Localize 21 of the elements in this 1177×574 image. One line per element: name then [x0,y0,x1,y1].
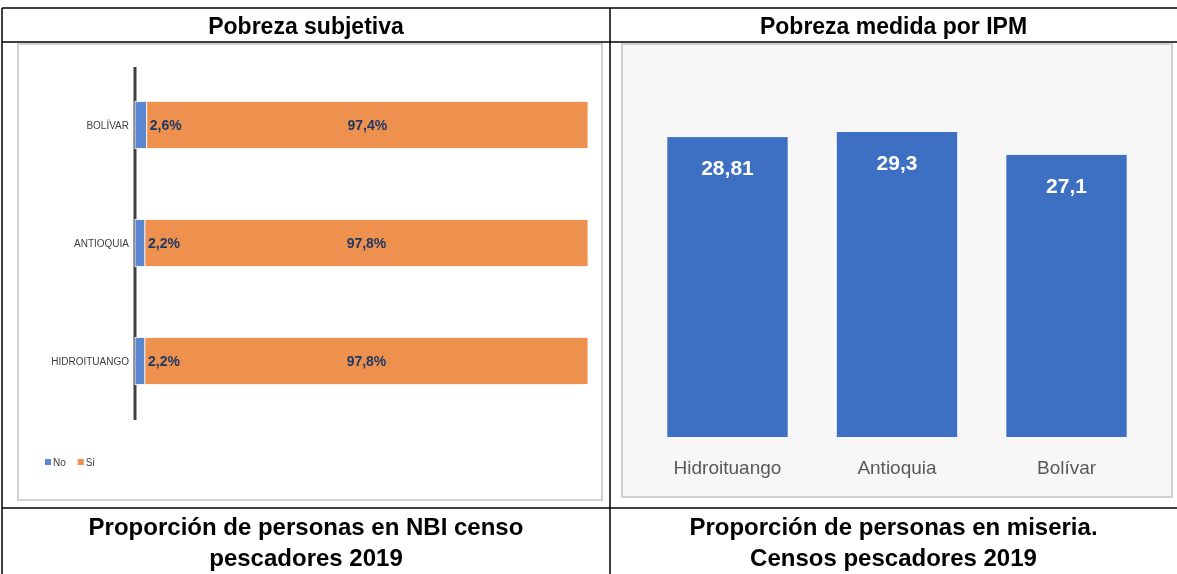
x-tick-label: Antioquia [857,457,938,478]
data-label: 2,2% [147,235,181,251]
data-label: 27,1 [1046,173,1088,197]
y-tick-label: BOLÍVAR [86,119,129,131]
data-label: 2,6% [149,117,183,133]
text: Proporción de personas en miseria. Censos pescadores 2019 [689,513,1098,571]
x-tick-label: Bolívar [1036,457,1097,478]
y-tick-label: ANTIOQUIA [73,238,130,249]
chart-title: Pobreza medida por IPM [759,13,1028,39]
data-label: 29,3 [876,151,918,174]
data-label: 97,4% [347,117,388,133]
x-tick-label: Hidroituango [673,457,782,478]
data-label: 28,81 [701,156,755,180]
data-label: 97,8% [346,353,387,369]
chart-title: Pobreza subjetiva [208,13,404,39]
data-label: 97,8% [346,235,387,251]
legend-label: Si [85,457,95,468]
text: Proporción de personas en NBI censo pescadores 2019 [88,513,524,571]
legend-label: No [53,457,67,468]
data-label: 2,2% [147,353,181,369]
y-tick-label: HIDROITUANGO [51,356,130,367]
